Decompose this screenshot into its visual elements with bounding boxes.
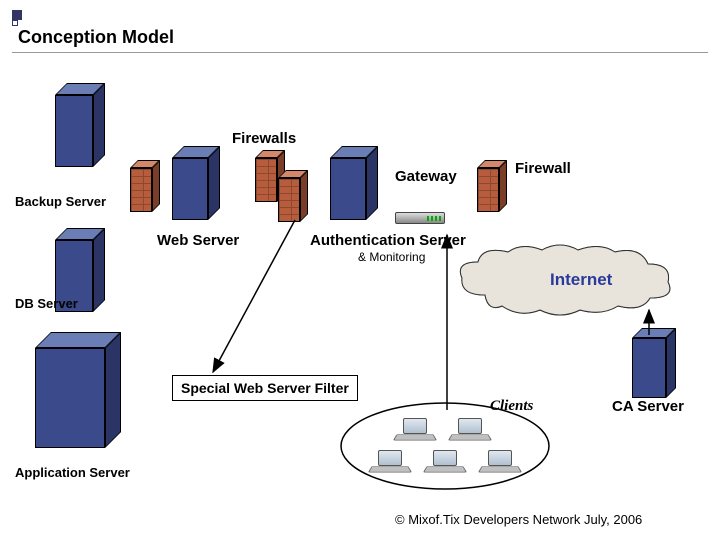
page-title: Conception Model <box>18 27 174 48</box>
special-filter-box: Special Web Server Filter <box>172 375 358 401</box>
clients-label: Clients <box>490 398 533 415</box>
auth-server-label: Authentication Server <box>310 232 466 249</box>
web-server-label: Web Server <box>157 232 239 249</box>
gateway-label: Gateway <box>395 168 457 185</box>
app-server-label: Application Server <box>15 465 130 480</box>
gateway-device <box>395 212 445 224</box>
firewall-label: Firewall <box>515 160 571 177</box>
client-laptop <box>395 418 435 446</box>
firewalls-label: Firewalls <box>232 130 296 147</box>
client-laptop <box>425 450 465 478</box>
internet-label: Internet <box>550 270 612 290</box>
backup-server-label: Backup Server <box>15 194 106 209</box>
auth-server-sublabel: & Monitoring <box>358 250 425 264</box>
title-underline <box>12 52 708 53</box>
client-laptop <box>450 418 490 446</box>
db-server-label: DB Server <box>15 296 78 311</box>
client-laptop <box>370 450 410 478</box>
copyright-footer: © Mixof.Tix Developers Network July, 200… <box>395 512 642 527</box>
slide-title-bullet <box>12 10 142 28</box>
client-laptop <box>480 450 520 478</box>
ca-server-label: CA Server <box>612 398 684 415</box>
